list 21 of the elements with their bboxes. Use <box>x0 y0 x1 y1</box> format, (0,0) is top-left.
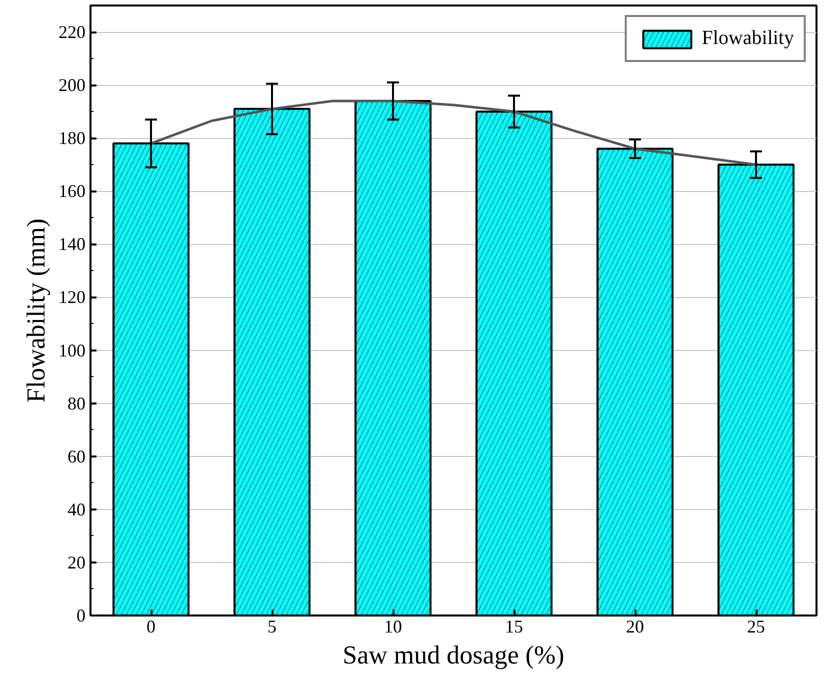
x-tick-label: 20 <box>626 616 644 636</box>
y-tick-label: 160 <box>58 181 86 202</box>
legend-label: Flowability <box>702 27 794 50</box>
y-tick-label: 80 <box>68 393 86 414</box>
y-tick-label: 220 <box>58 22 86 42</box>
y-tick-label: 40 <box>68 499 86 520</box>
y-tick-label: 200 <box>58 75 86 96</box>
y-tick-label: 100 <box>58 340 86 360</box>
x-tick-label: 10 <box>384 616 402 636</box>
x-tick-label: 0 <box>146 616 156 636</box>
y-tick-label: 60 <box>68 446 86 466</box>
line-series <box>150 100 758 166</box>
y-tick-label: 120 <box>58 287 86 308</box>
y-tick-label: 180 <box>58 128 86 148</box>
x-tick-label: 25 <box>747 616 765 636</box>
y-tick-label: 140 <box>58 234 86 254</box>
y-tick-label: 20 <box>68 552 86 572</box>
y-axis-title: Flowability (mm) <box>22 218 50 403</box>
x-tick-label: 15 <box>505 616 523 636</box>
x-tick-label: 5 <box>268 616 276 636</box>
x-axis-title: Saw mud dosage (%) <box>342 640 564 670</box>
